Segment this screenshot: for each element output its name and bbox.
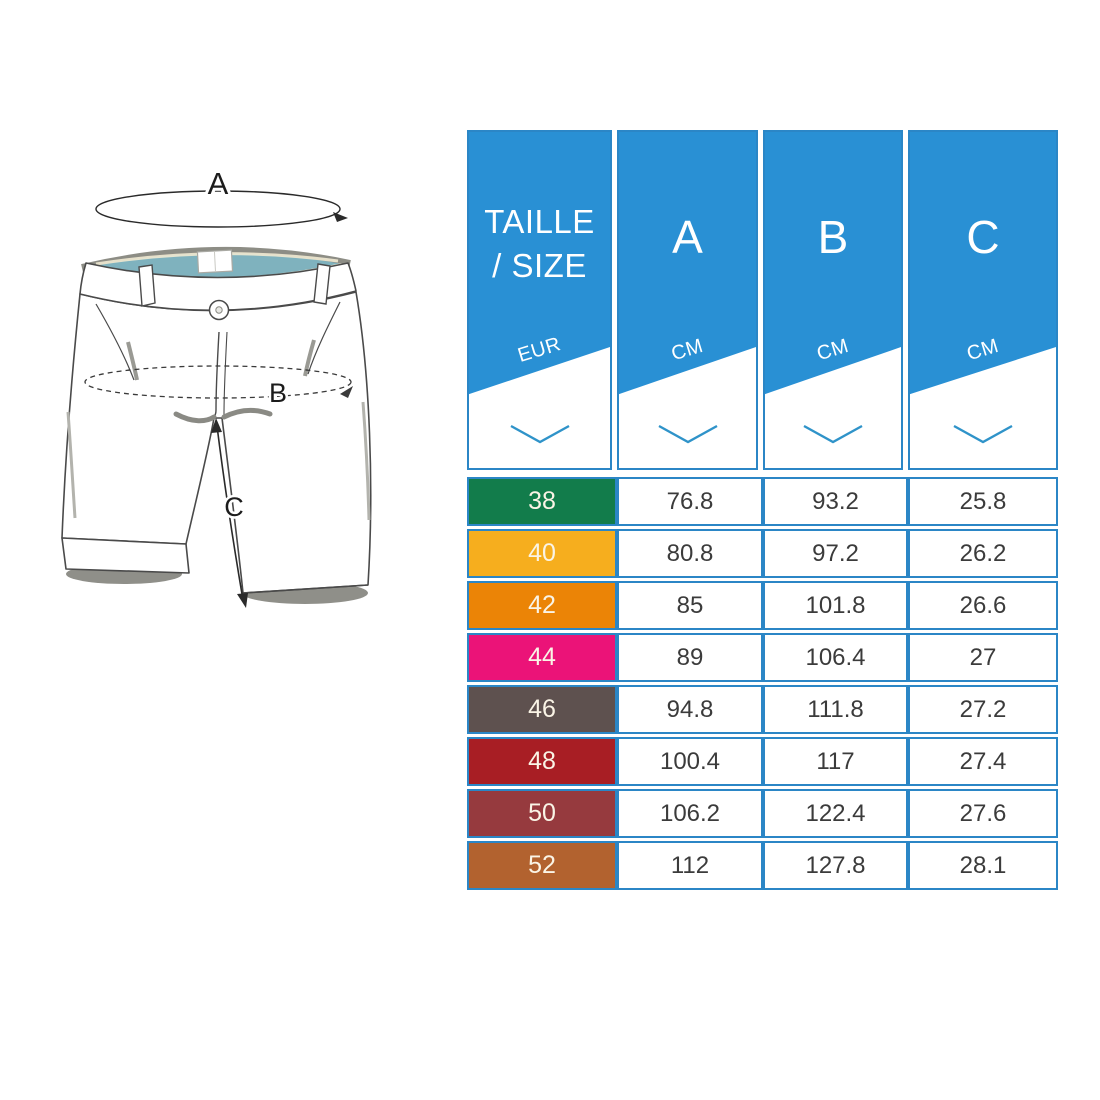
measure-a-cell: 76.8: [617, 477, 763, 526]
header-blue-panel: [469, 132, 610, 395]
measure-b-cell: 117: [763, 737, 908, 786]
waist-arrowhead: [333, 212, 348, 222]
measure-a-cell: 85: [617, 581, 763, 630]
diagram-label-b: B: [269, 378, 287, 408]
waist-button-center: [215, 306, 223, 314]
measure-b-cell: 93.2: [763, 477, 908, 526]
measure-a-cell: 94.8: [617, 685, 763, 734]
size-cell: 40: [467, 529, 617, 578]
measure-c-cell: 28.1: [908, 841, 1058, 890]
measure-b-cell: 97.2: [763, 529, 908, 578]
measure-c-cell: 26.2: [908, 529, 1058, 578]
right-hem-line: [242, 584, 369, 594]
inner-size-tag: [196, 249, 234, 274]
drawstring-right: [221, 407, 273, 420]
hip-measure-ellipse: [84, 365, 352, 399]
size-table: TAILLE / SIZE EUR A CM B CM: [467, 130, 1058, 890]
left-cuff: [61, 537, 190, 574]
size-cell: 46: [467, 685, 617, 734]
measure-c-title: C: [966, 211, 1000, 263]
measure-a-cell: 100.4: [617, 737, 763, 786]
diagram-label-c: C: [224, 492, 244, 522]
measure-c-cell: 27.4: [908, 737, 1058, 786]
measure-a-cell: 112: [617, 841, 763, 890]
waist-measure-ellipse: [95, 190, 341, 228]
size-cell: 52: [467, 841, 617, 890]
measure-a-title: A: [672, 211, 703, 263]
header-col-b: B CM: [763, 130, 903, 470]
measure-b-cell: 122.4: [763, 789, 908, 838]
header-blue-panel: [619, 132, 756, 395]
header-col-size: TAILLE / SIZE EUR: [467, 130, 612, 470]
size-column-title: TAILLE / SIZE: [484, 203, 595, 284]
measure-c-cell: 27: [908, 633, 1058, 682]
seam-shading-left: [66, 411, 77, 519]
measure-b-cell: 111.8: [763, 685, 908, 734]
pocket-line-right: [307, 301, 341, 375]
header-blue-panel: [765, 132, 901, 395]
measure-c-cell: 26.6: [908, 581, 1058, 630]
chevron-down-icon[interactable]: [952, 424, 1014, 446]
header-blue-panel: [910, 132, 1056, 395]
measure-b-title: B: [817, 211, 849, 263]
chevron-down-icon[interactable]: [802, 424, 864, 446]
inseam-measure-line: [216, 425, 244, 601]
size-table-body: 38 76.8 93.2 25.8 40 80.8 97.2 26.2 42 8…: [467, 477, 1058, 890]
measure-c-cell: 25.8: [908, 477, 1058, 526]
hip-arrowhead: [340, 386, 353, 398]
measure-c-cell: 27.6: [908, 789, 1058, 838]
pocket-shading-right: [303, 339, 316, 377]
seam-shading-right: [361, 401, 371, 521]
fly-seam-inner: [223, 331, 228, 416]
inseam-arrowhead-bottom: [237, 593, 248, 608]
header-col-c: C CM: [908, 130, 1058, 470]
header-col-a: A CM: [617, 130, 758, 470]
measure-b-cell: 127.8: [763, 841, 908, 890]
belt-loop-left: [138, 264, 156, 307]
diagram-label-a: A: [208, 166, 229, 201]
size-table-header: TAILLE / SIZE EUR A CM B CM: [467, 130, 1058, 470]
pocket-shading-left: [126, 341, 139, 381]
drawstring-left: [173, 411, 217, 424]
measure-a-cell: 106.2: [617, 789, 763, 838]
size-cell: 50: [467, 789, 617, 838]
size-cell: 42: [467, 581, 617, 630]
size-cell: 44: [467, 633, 617, 682]
chevron-down-icon[interactable]: [509, 424, 571, 446]
inseam-arrowhead-top: [211, 418, 222, 433]
measure-b-cell: 101.8: [763, 581, 908, 630]
measure-a-cell: 80.8: [617, 529, 763, 578]
belt-loop-right: [313, 263, 331, 305]
shorts-measurement-diagram: A B C: [61, 163, 372, 608]
size-cell: 38: [467, 477, 617, 526]
size-cell: 48: [467, 737, 617, 786]
measure-c-cell: 27.2: [908, 685, 1058, 734]
measure-b-cell: 106.4: [763, 633, 908, 682]
chevron-down-icon[interactable]: [657, 424, 719, 446]
measure-a-cell: 89: [617, 633, 763, 682]
pocket-line-left: [95, 303, 135, 381]
